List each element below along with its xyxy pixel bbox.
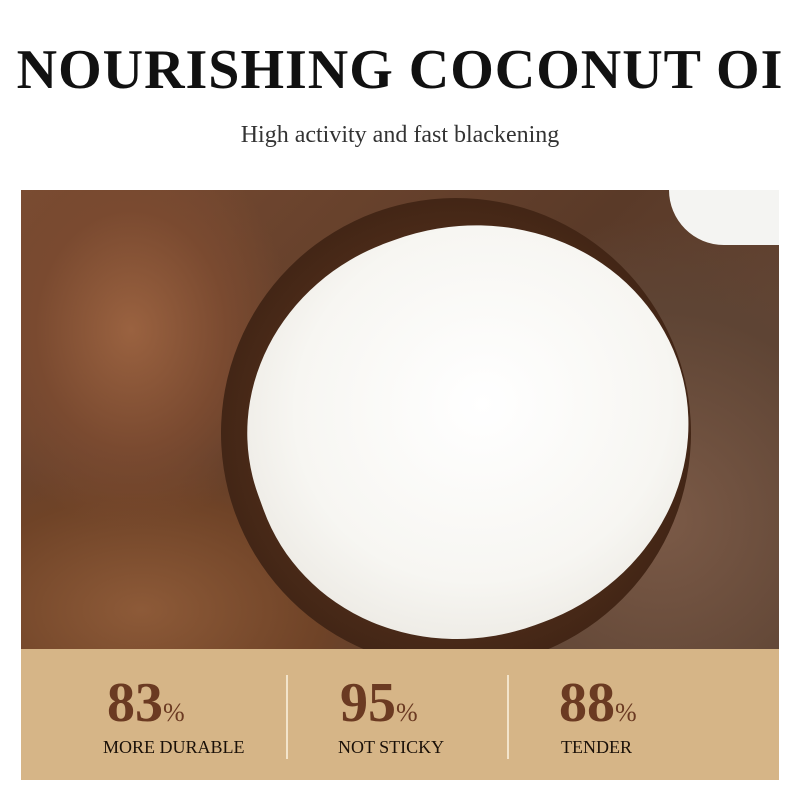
stat-not-sticky: 95% NOT STICKY	[288, 649, 508, 780]
stat-number: 88	[559, 672, 615, 734]
stat-unit: %	[163, 698, 185, 727]
stat-unit: %	[615, 698, 637, 727]
stats-panel: 83% MORE DURABLE 95% NOT STICKY 88% TEND…	[21, 649, 779, 780]
stat-value: 83%	[107, 671, 185, 735]
stat-number: 83	[107, 672, 163, 734]
stat-value: 95%	[340, 671, 418, 735]
page-title: NOURISHING COCONUT OI	[16, 39, 784, 101]
stat-unit: %	[396, 698, 418, 727]
divider	[507, 675, 509, 759]
stat-number: 95	[340, 672, 396, 734]
stat-label: TENDER	[561, 737, 632, 757]
stat-label: NOT STICKY	[338, 737, 445, 757]
stat-label: MORE DURABLE	[103, 737, 245, 757]
page-subtitle: High activity and fast blackening	[240, 122, 560, 148]
divider	[286, 675, 288, 759]
stat-value: 88%	[559, 671, 637, 735]
stat-more-durable: 83% MORE DURABLE	[21, 649, 287, 780]
background-coconut-piece	[669, 190, 779, 245]
coconut-photo	[21, 190, 779, 650]
stat-tender: 88% TENDER	[509, 649, 779, 780]
